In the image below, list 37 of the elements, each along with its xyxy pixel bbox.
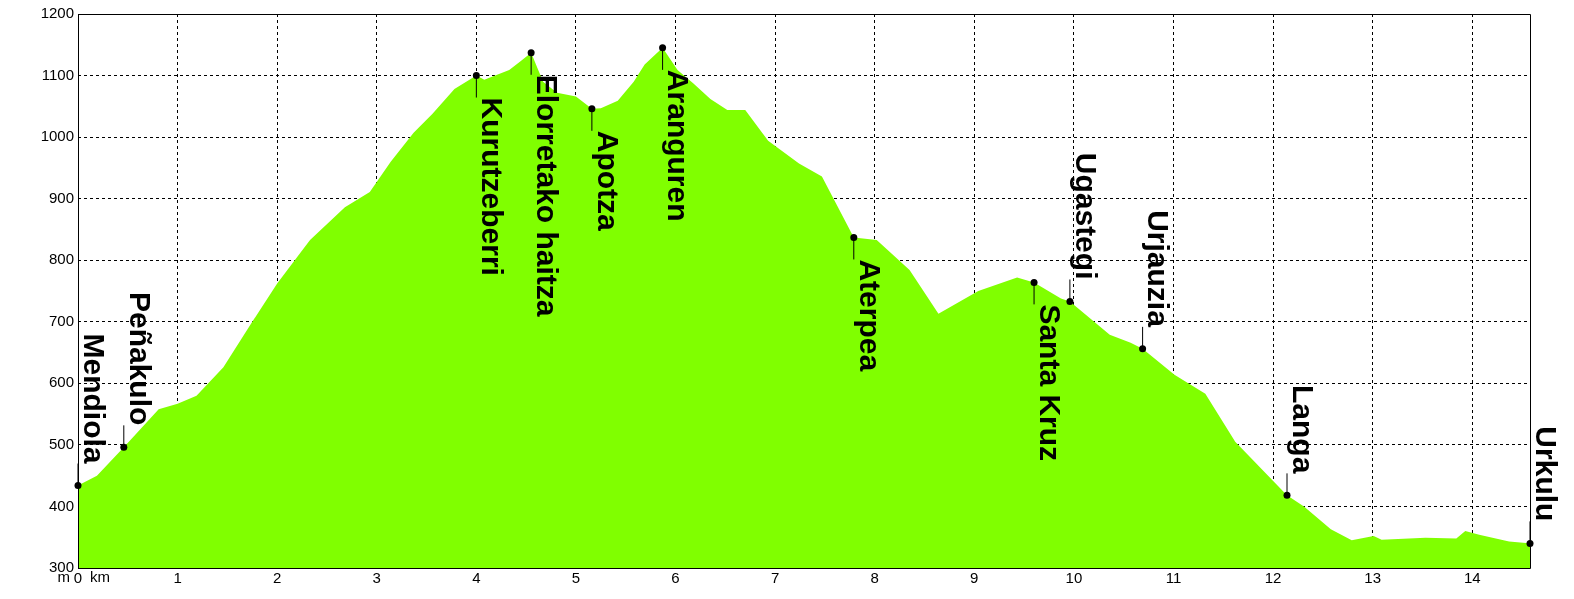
annotation: Kurutzeberri: [476, 97, 510, 276]
y-tick-label: 1200: [40, 4, 74, 22]
annotation: Urjauzia: [1142, 210, 1176, 328]
x-tick-label: 0: [73, 569, 83, 587]
x-tick-label: 12: [1264, 569, 1282, 587]
annotation: Ugastegi: [1069, 152, 1103, 280]
y-tick-label: 1100: [41, 65, 74, 83]
x-tick-label: 6: [671, 569, 680, 587]
y-tick-label: 400: [48, 496, 74, 514]
x-tick-label: 1: [173, 569, 182, 587]
y-tick-label: 800: [48, 250, 74, 268]
annotation: Elorretako haitza: [530, 74, 564, 317]
y-tick-label: 500: [48, 435, 74, 453]
x-tick-label: 8: [870, 569, 879, 587]
annotation: Langa: [1286, 385, 1320, 474]
x-tick-label: 7: [770, 569, 780, 587]
x-tick-label: 5: [571, 569, 581, 587]
x-tick-label: 13: [1364, 569, 1381, 587]
x-tick-label: 3: [372, 569, 381, 587]
x-tick-label: 9: [970, 569, 979, 587]
y-tick-label: 1000: [40, 127, 74, 145]
annotation: Aterpea: [853, 259, 887, 372]
y-tick-label: 700: [48, 311, 74, 329]
annotation: Peñakulo: [123, 291, 157, 426]
x-tick-label: 2: [273, 569, 282, 587]
x-tick-label: 10: [1065, 569, 1083, 587]
annotation: Aranguren: [662, 69, 696, 222]
annotation: Santa Kruz: [1033, 304, 1067, 462]
x-tick-label: 11: [1165, 569, 1182, 587]
x-axis-title: km: [90, 568, 110, 586]
y-tick-label: 900: [48, 188, 74, 206]
annotation: Urkulu: [1529, 426, 1563, 522]
annotation: Apotza: [591, 130, 625, 232]
annotation: Mendiola: [77, 333, 111, 464]
y-tick-label: 600: [48, 373, 74, 391]
x-tick-label: 14: [1463, 569, 1481, 587]
x-tick-label: 4: [472, 569, 481, 587]
